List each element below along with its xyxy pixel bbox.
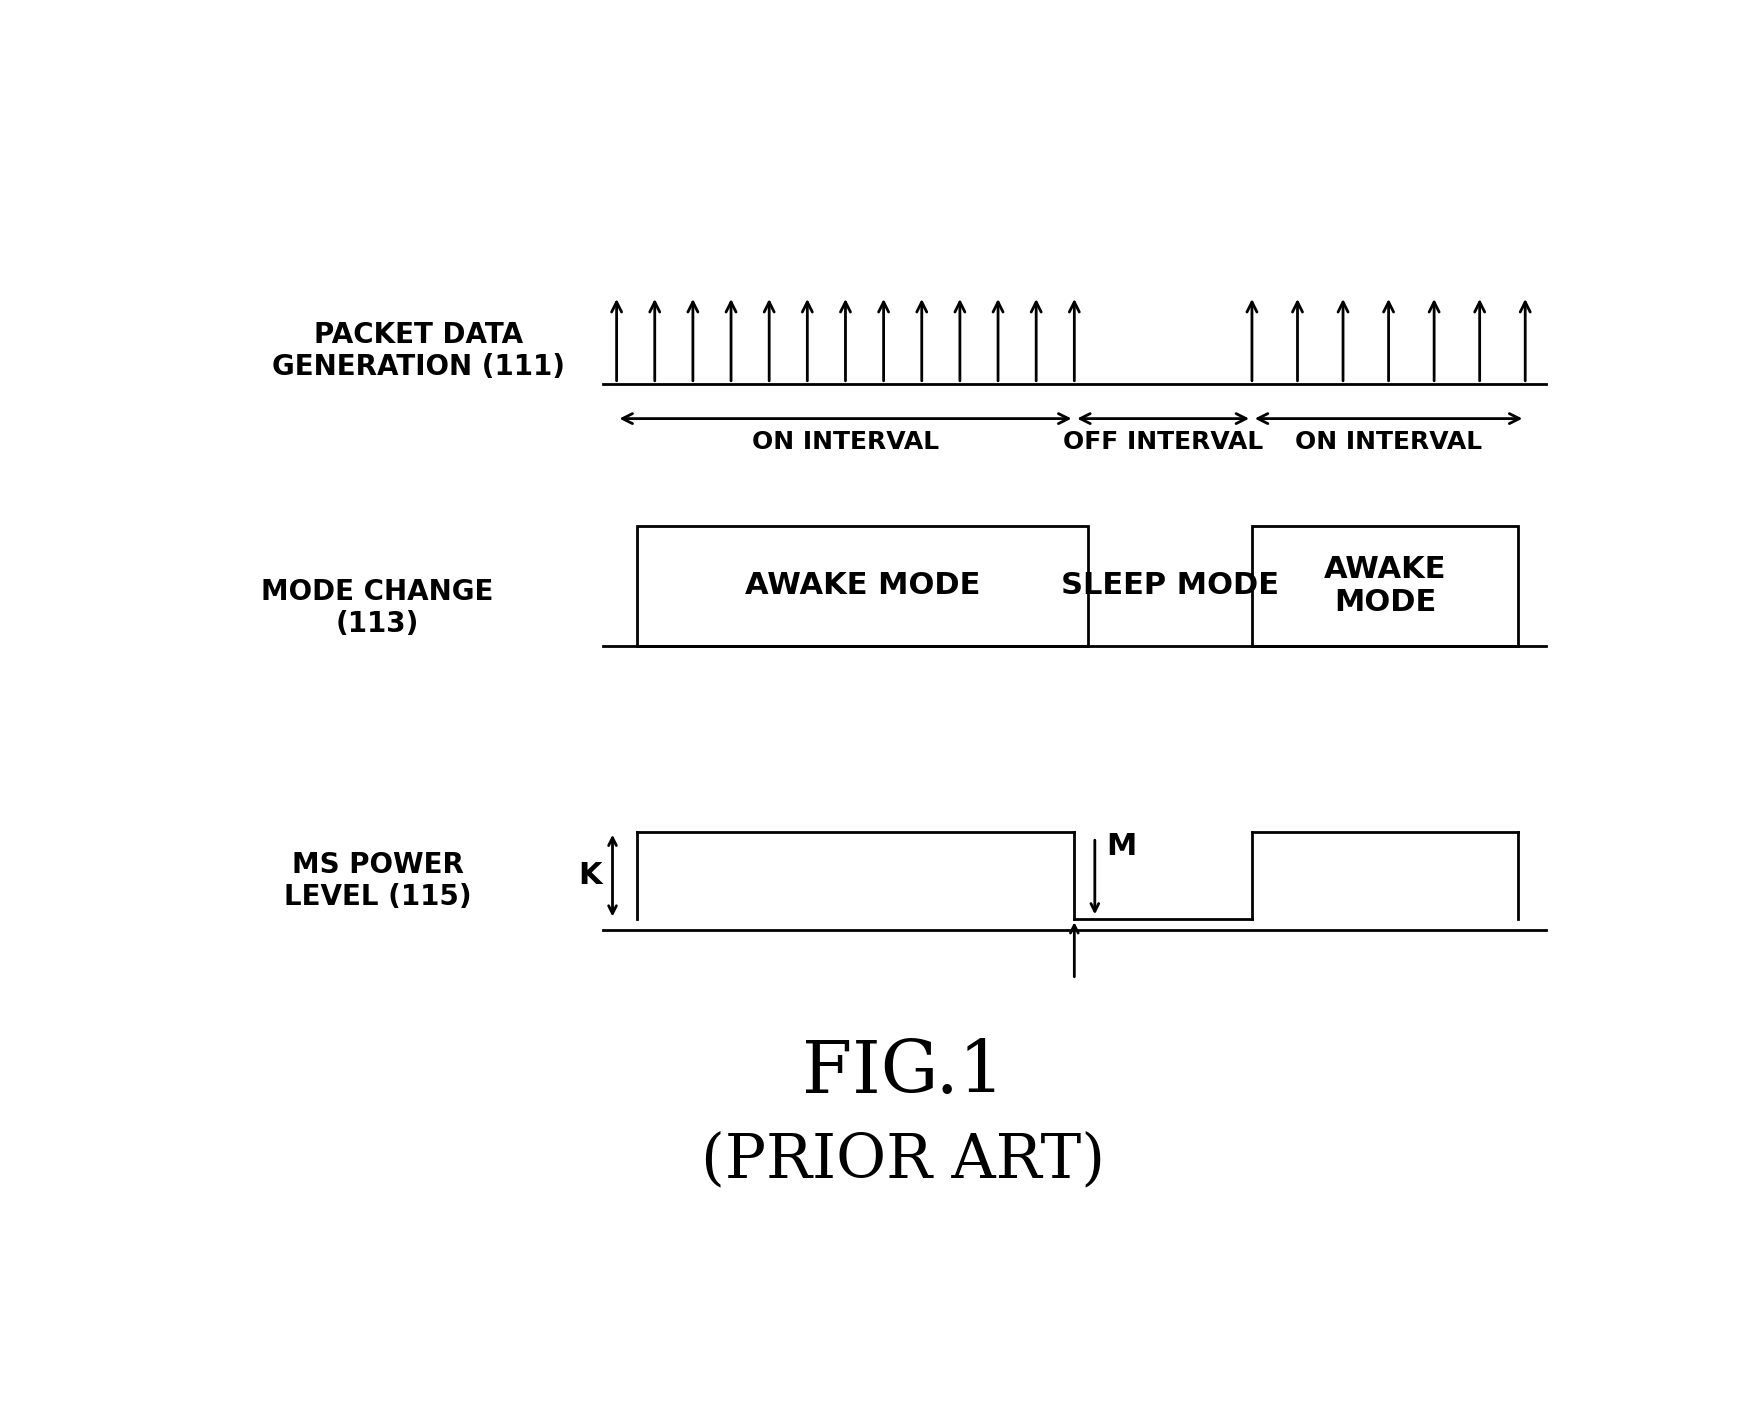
Text: SLEEP MODE: SLEEP MODE xyxy=(1061,571,1278,601)
Bar xyxy=(636,525,1088,646)
Text: MODE CHANGE
(113): MODE CHANGE (113) xyxy=(261,578,494,638)
Bar xyxy=(1252,525,1518,646)
Text: OFF INTERVAL: OFF INTERVAL xyxy=(1063,429,1264,453)
Text: PACKET DATA
GENERATION (111): PACKET DATA GENERATION (111) xyxy=(272,321,564,381)
Text: FIG.1: FIG.1 xyxy=(802,1037,1005,1108)
Text: AWAKE MODE: AWAKE MODE xyxy=(744,571,980,601)
Text: K: K xyxy=(578,861,601,890)
Text: MS POWER
LEVEL (115): MS POWER LEVEL (115) xyxy=(284,851,471,912)
Text: M: M xyxy=(1105,832,1135,861)
Text: AWAKE
MODE: AWAKE MODE xyxy=(1324,555,1446,618)
Text: (PRIOR ART): (PRIOR ART) xyxy=(702,1130,1105,1190)
Text: ON INTERVAL: ON INTERVAL xyxy=(751,429,940,453)
Text: ON INTERVAL: ON INTERVAL xyxy=(1296,429,1483,453)
